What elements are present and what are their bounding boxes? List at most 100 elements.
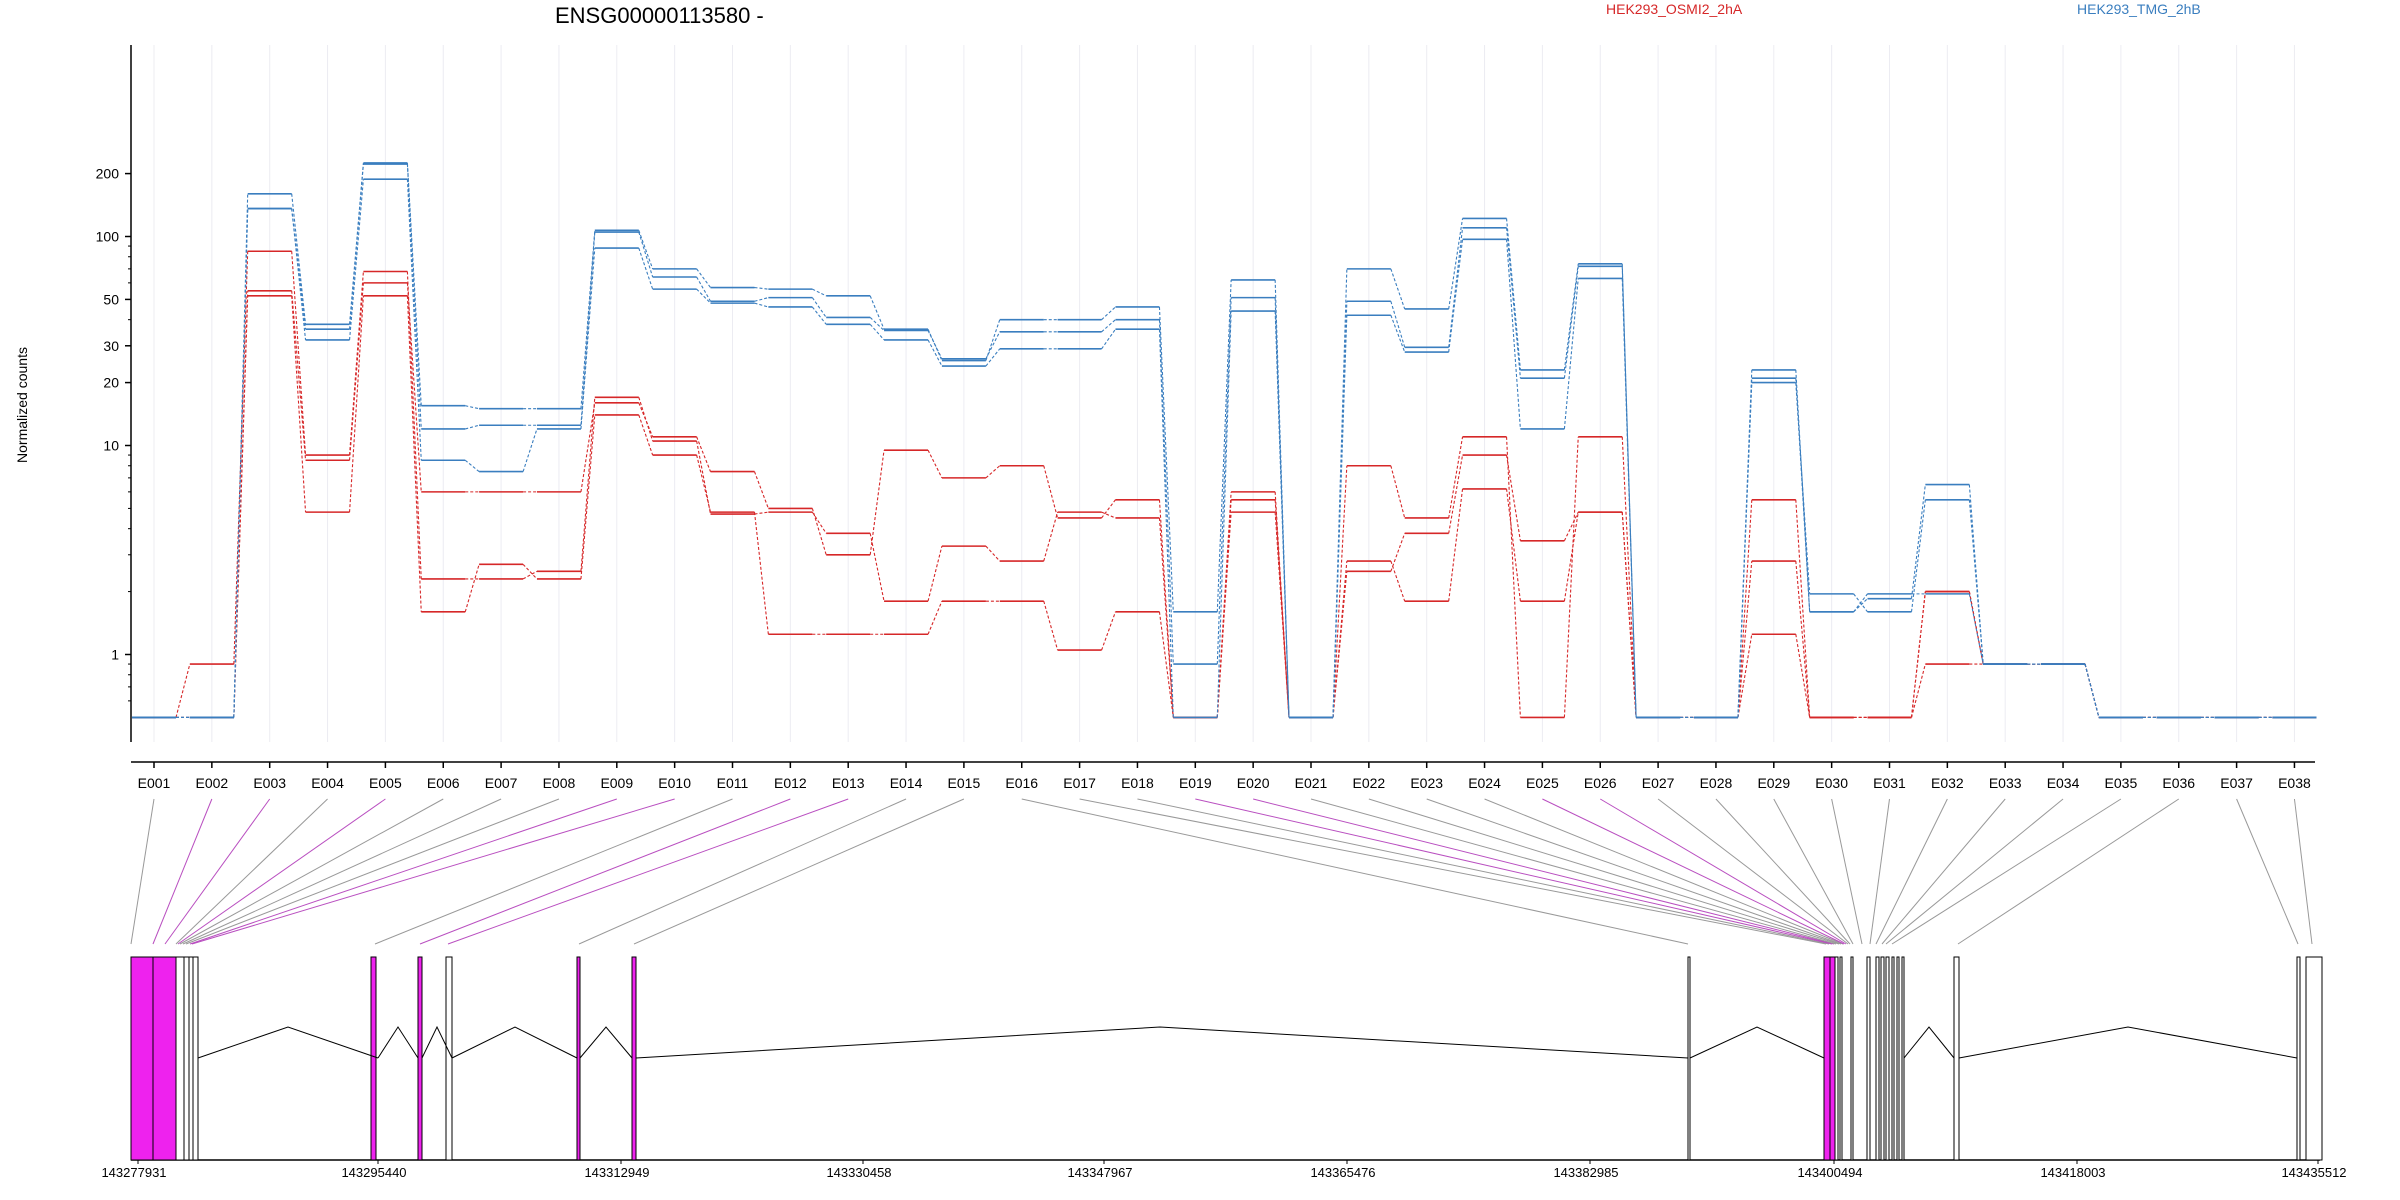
series-connector bbox=[1274, 310, 1290, 718]
series-connector bbox=[1101, 499, 1116, 519]
series-connector bbox=[349, 295, 364, 513]
series-connector bbox=[1101, 328, 1116, 350]
series-6 bbox=[132, 178, 2317, 719]
exon-label-e006: E006 bbox=[427, 775, 460, 791]
series-connector bbox=[985, 465, 1001, 479]
series-connector bbox=[1968, 499, 1984, 665]
series-connector bbox=[638, 230, 654, 270]
series-connector bbox=[406, 164, 422, 429]
series-connector bbox=[1506, 488, 1521, 602]
series-connector bbox=[1216, 297, 1232, 665]
series-connector bbox=[291, 208, 307, 340]
series-connector bbox=[1621, 512, 1637, 718]
series-connector bbox=[1158, 517, 1174, 718]
y-tick-label: 10 bbox=[103, 438, 119, 454]
exon-connector bbox=[1885, 798, 2064, 945]
exon-connector bbox=[1881, 798, 2006, 945]
exon-connector bbox=[1957, 798, 2180, 945]
series-connector bbox=[1332, 315, 1348, 718]
series-connector bbox=[754, 297, 769, 302]
gene-model-intron bbox=[579, 1026, 633, 1059]
series-connector bbox=[1332, 571, 1348, 718]
series-connector bbox=[1737, 560, 1753, 718]
genomic-position-label: 143435512 bbox=[2281, 1165, 2346, 1180]
series-connector bbox=[811, 306, 827, 325]
series-connector bbox=[1390, 268, 1406, 310]
series-connector bbox=[1158, 329, 1174, 718]
series-connector bbox=[406, 179, 422, 461]
exon-connector bbox=[1599, 798, 1847, 945]
series-connector bbox=[985, 331, 1001, 360]
exon-label-e014: E014 bbox=[890, 775, 923, 791]
series-connector bbox=[638, 231, 654, 278]
exon-connector bbox=[1079, 798, 1827, 945]
series-connector bbox=[985, 545, 1001, 562]
series-connector bbox=[349, 179, 364, 340]
gene-model-exon bbox=[188, 956, 194, 1161]
series-connector bbox=[1216, 310, 1232, 718]
series-connector bbox=[1621, 436, 1637, 718]
series-connector bbox=[869, 323, 885, 341]
series-connector bbox=[1101, 611, 1116, 651]
exon-connector-lines bbox=[130, 798, 2313, 945]
count-series bbox=[132, 162, 2317, 719]
gene-model-exon bbox=[417, 956, 423, 1161]
exon-label-e002: E002 bbox=[195, 775, 228, 791]
series-connector bbox=[580, 414, 596, 579]
exon-connector bbox=[185, 798, 560, 945]
series-connector bbox=[1563, 511, 1579, 542]
exon-label-e019: E019 bbox=[1179, 775, 1212, 791]
exon-label-e010: E010 bbox=[658, 775, 691, 791]
series-connector bbox=[753, 512, 769, 635]
x-axis: E001 E002 E003 E004 E005 E006 E007 E008 E009 E010… bbox=[131, 761, 2315, 791]
exon-connector bbox=[1368, 798, 1840, 945]
series-connector bbox=[522, 428, 538, 472]
series-connector bbox=[291, 251, 307, 456]
y-tick-label: 30 bbox=[103, 338, 119, 354]
gene-model-exon bbox=[1850, 956, 1854, 1161]
series-connector bbox=[1910, 499, 1926, 612]
gene-model-intron bbox=[1903, 1026, 1955, 1059]
gene-model-exon bbox=[1901, 956, 1905, 1161]
series-connector bbox=[464, 459, 480, 473]
genomic-position-label: 143330458 bbox=[826, 1165, 891, 1180]
series-connector bbox=[1043, 600, 1059, 651]
series-connector bbox=[1101, 306, 1116, 321]
exon-connector bbox=[1773, 798, 1854, 945]
y-axis: 1 10 20 30 50 100 200 bbox=[96, 45, 132, 742]
exon-label-e015: E015 bbox=[948, 775, 981, 791]
series-connector bbox=[638, 414, 654, 456]
gene-model-exon bbox=[1885, 956, 1890, 1161]
series-connector bbox=[1506, 227, 1521, 379]
series-connector bbox=[522, 563, 538, 580]
gene-model-exon bbox=[1891, 956, 1895, 1161]
y-tick-label: 20 bbox=[103, 375, 119, 391]
exon-label-e037: E037 bbox=[2220, 775, 2253, 791]
y-tick-label: 1 bbox=[111, 647, 119, 663]
series-connector bbox=[349, 164, 364, 330]
y-tick-label: 50 bbox=[103, 291, 119, 307]
exon-label-e032: E032 bbox=[1931, 775, 1964, 791]
gene-model-intron bbox=[377, 1026, 419, 1059]
series-connector bbox=[1448, 227, 1464, 348]
exon-connector bbox=[2293, 798, 2313, 945]
series-connector bbox=[1158, 306, 1174, 612]
exon-label-e035: E035 bbox=[2105, 775, 2138, 791]
series-connector bbox=[580, 402, 596, 492]
genomic-position-label: 143400494 bbox=[1797, 1165, 1862, 1180]
genomic-position-label: 143365476 bbox=[1310, 1165, 1375, 1180]
exon-label-e026: E026 bbox=[1584, 775, 1617, 791]
series-connector bbox=[1506, 454, 1521, 541]
exon-connector bbox=[1869, 798, 1890, 945]
exon-connector bbox=[1891, 798, 2122, 945]
series-connector bbox=[1795, 634, 1811, 718]
series-connector bbox=[1448, 218, 1464, 310]
series-1 bbox=[132, 282, 2317, 719]
exon-label-e027: E027 bbox=[1642, 775, 1675, 791]
series-connector bbox=[580, 248, 596, 429]
gene-model-exon bbox=[1953, 956, 1960, 1161]
series-connector bbox=[869, 450, 885, 555]
exon-connector bbox=[182, 798, 502, 945]
gene-model-exon bbox=[130, 956, 154, 1161]
